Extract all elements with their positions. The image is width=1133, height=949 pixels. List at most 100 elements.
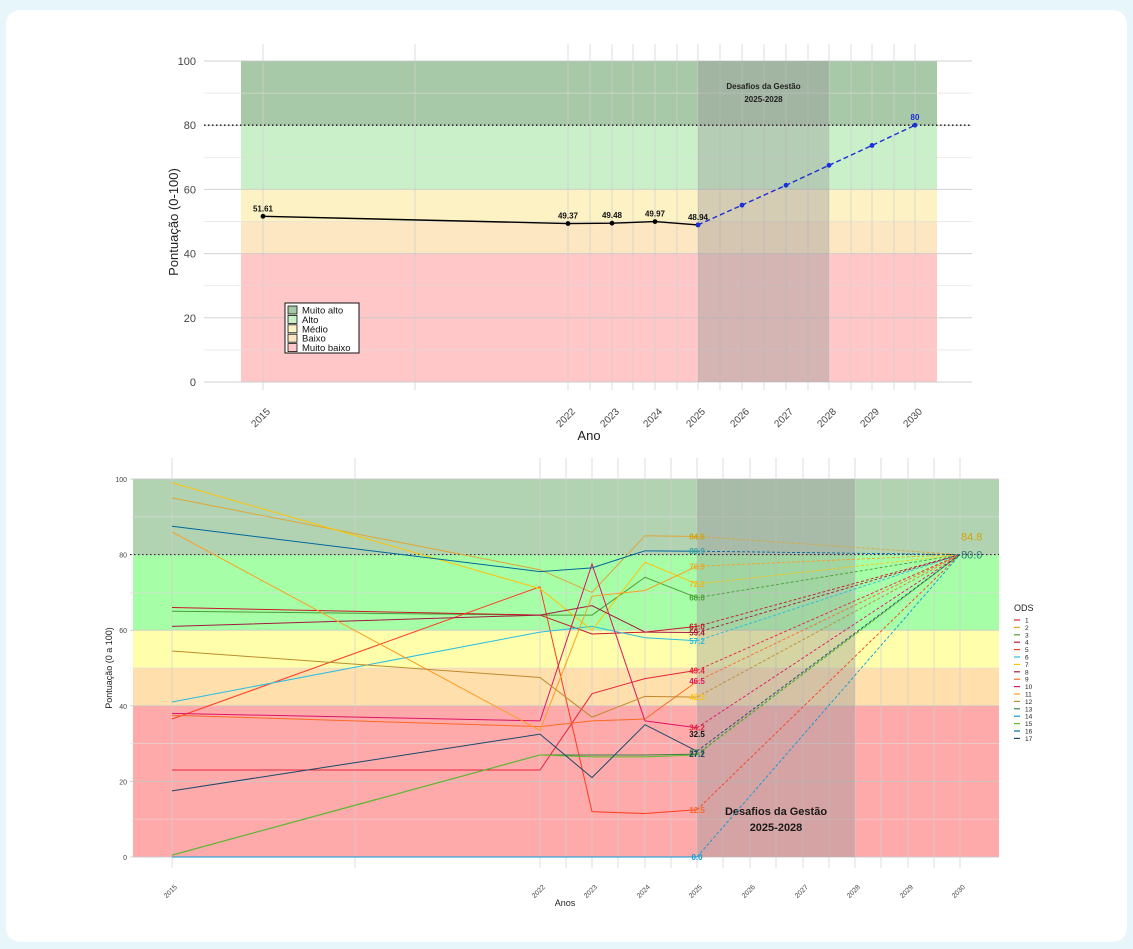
- series-line-ods-9: [171, 680, 698, 728]
- legend-label: 12: [1025, 699, 1033, 706]
- series-line-ods-5: [171, 586, 698, 815]
- value-label: 59.4: [689, 628, 705, 637]
- shade-subtitle: 2025-2028: [744, 95, 783, 104]
- value-label: 27.7: [689, 748, 705, 757]
- data-label: 51.61: [253, 204, 274, 213]
- legend-swatch: [287, 314, 298, 324]
- x-tick-label: 2030: [901, 406, 925, 430]
- legend-label: 8: [1025, 669, 1029, 676]
- projection-line-ods-16: [696, 550, 961, 556]
- legend-label: 15: [1025, 721, 1033, 728]
- value-label: 76.9: [689, 562, 705, 571]
- series-line-ods-1: [172, 669, 698, 771]
- x-tick-label: 2024: [641, 406, 665, 430]
- y-tick-label: 40: [184, 249, 196, 261]
- x-tick-label: 2027: [794, 884, 810, 900]
- legend-label: 2: [1025, 625, 1029, 632]
- value-label: 57.2: [689, 637, 705, 646]
- series-line-ods-10: [171, 562, 698, 729]
- value-label: 42.3: [689, 693, 705, 702]
- band-3: [241, 221, 937, 254]
- value-label: 46.5: [689, 677, 705, 686]
- projection-line-ods-15: [696, 554, 961, 756]
- legend-label: 7: [1025, 662, 1029, 669]
- projection-line-ods-5: [696, 554, 961, 811]
- series-line-ods-15: [171, 754, 698, 856]
- legend-label: 13: [1025, 706, 1033, 713]
- projection-line-ods-2: [696, 536, 961, 556]
- series-line-ods-4: [171, 607, 698, 635]
- y-tick-label: 60: [119, 628, 127, 635]
- legend-label: 11: [1025, 692, 1032, 699]
- y-tick-label: 60: [184, 184, 196, 196]
- data-point: [260, 213, 266, 219]
- chart-1: Desafios da Gestão 2025-2028 0 20 40 60 80 100 2…: [166, 44, 972, 443]
- legend-label: 5: [1025, 647, 1029, 654]
- y-tick-label: 20: [184, 313, 196, 325]
- shade-title: Desafios da Gestão: [726, 82, 800, 91]
- y-tick-label: 0: [123, 855, 127, 862]
- legend-label: Alto: [302, 315, 318, 326]
- x-tick-label: 2026: [728, 406, 752, 430]
- value-label: 49.4: [689, 666, 705, 675]
- x-tick-label: 2023: [598, 406, 622, 430]
- x-tick-label: 2023: [583, 884, 599, 900]
- y-tick-label: 80: [119, 553, 127, 560]
- series-line-ods-6: [171, 625, 698, 703]
- value-label: 32.5: [689, 730, 705, 739]
- legend-label: Baixo: [302, 334, 326, 345]
- projection-line-ods-7: [696, 554, 961, 585]
- legend-label: 1: [1025, 618, 1029, 625]
- series-line-ods-11: [171, 531, 698, 732]
- shade-desafios: [698, 61, 829, 382]
- data-label: 49.37: [558, 212, 579, 221]
- series-line-1: [697, 124, 916, 226]
- y-axis-title: Pontuação (0 a 100): [104, 627, 114, 709]
- chart-2: Desafios da Gestão 2025-2028 0 20 40 60 80 100 2…: [104, 458, 1034, 908]
- value-label: 27.2: [689, 750, 705, 759]
- series-line-ods-12: [171, 650, 698, 718]
- y-tick-label: 80: [184, 120, 196, 132]
- legend-title: ODS: [1014, 603, 1034, 613]
- x-tick-label: 2029: [858, 406, 882, 430]
- y-tick-label: 0: [190, 377, 196, 389]
- legend-label: Médio: [302, 324, 328, 335]
- legend-label: 4: [1025, 640, 1029, 647]
- x-axis-title: Ano: [577, 428, 600, 443]
- legend-swatch: [287, 324, 298, 334]
- projection-line-ods-1: [696, 554, 961, 671]
- legend-label: 6: [1025, 655, 1029, 662]
- x-tick-label: 2030: [951, 884, 967, 900]
- y-tick-label: 20: [119, 779, 127, 786]
- legend-label: Muito alto: [302, 306, 343, 317]
- projection-line-ods-3: [696, 554, 961, 599]
- projection-line-ods-11: [696, 554, 961, 567]
- x-tick-label: 2025: [688, 884, 704, 900]
- y-axis-title: Pontuação (0-100): [166, 168, 181, 276]
- data-label: 49.48: [602, 211, 623, 220]
- series-line-ods-3: [171, 576, 698, 616]
- legend-label: 9: [1025, 677, 1029, 684]
- value-label: 0.0: [691, 853, 703, 862]
- shade-desafios: [697, 479, 855, 857]
- legend-label: 10: [1025, 684, 1033, 691]
- data-point: [783, 182, 789, 188]
- series-line-ods-2: [171, 497, 698, 593]
- x-tick-label: 2022: [531, 884, 547, 900]
- x-tick-label: 2029: [899, 884, 915, 900]
- data-label: 49.97: [645, 210, 666, 219]
- shade-title: Desafios da Gestão: [725, 806, 827, 818]
- series-line-ods-17: [171, 724, 698, 792]
- series-line-ods-7: [171, 482, 698, 631]
- x-tick-label: 2022: [554, 406, 578, 430]
- data-point: [652, 219, 658, 224]
- y-tick-label: 40: [119, 704, 127, 711]
- value-label: 12.5: [689, 806, 705, 815]
- projection-line-ods-9: [696, 554, 961, 682]
- data-point: [869, 143, 875, 148]
- projection-line-ods-4: [696, 554, 961, 627]
- y-tick-label: 100: [115, 477, 127, 484]
- series-line-ods-8: [171, 605, 698, 633]
